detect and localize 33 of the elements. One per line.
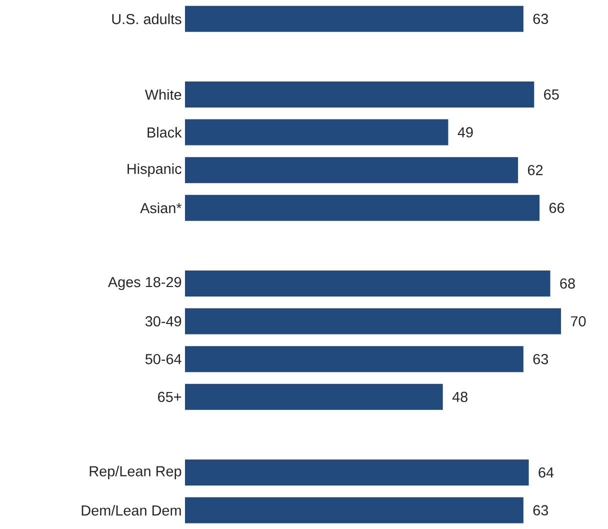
bar <box>185 384 443 410</box>
data-label: 48 <box>452 392 468 402</box>
data-label: 65 <box>544 89 559 100</box>
y-tick-label: 65+ <box>158 392 182 402</box>
data-label: 62 <box>528 164 543 176</box>
y-tick-label: Hispanic <box>128 163 182 177</box>
y-tick-label: Rep/Lean Rep <box>90 466 182 480</box>
y-tick-label: Asian* <box>140 202 182 214</box>
data-label: 68 <box>560 278 575 289</box>
bar <box>185 460 529 486</box>
bar <box>185 157 518 184</box>
bar <box>185 6 524 32</box>
bar <box>185 82 534 108</box>
bar <box>185 497 524 524</box>
bar <box>185 194 540 221</box>
y-tick-label: U.S. adults <box>112 14 182 24</box>
y-tick-label: White <box>144 89 182 100</box>
bar <box>185 270 550 297</box>
y-tick-label: 50-64 <box>145 354 182 364</box>
data-label: 63 <box>533 14 548 24</box>
y-tick-label: Black <box>148 126 182 138</box>
data-label: 63 <box>533 354 548 364</box>
y-tick-label: 30-49 <box>145 316 182 326</box>
y-tick-label: Ages 18-29 <box>108 276 182 290</box>
data-label: 70 <box>570 316 586 326</box>
bar <box>185 308 562 334</box>
data-label: 63 <box>533 505 548 516</box>
data-label: 49 <box>458 127 473 138</box>
y-tick-label: Dem/Lean Dem <box>82 505 181 516</box>
bar <box>185 119 448 146</box>
bar <box>185 346 524 372</box>
data-label: 66 <box>549 202 564 214</box>
data-label: 64 <box>538 467 554 478</box>
